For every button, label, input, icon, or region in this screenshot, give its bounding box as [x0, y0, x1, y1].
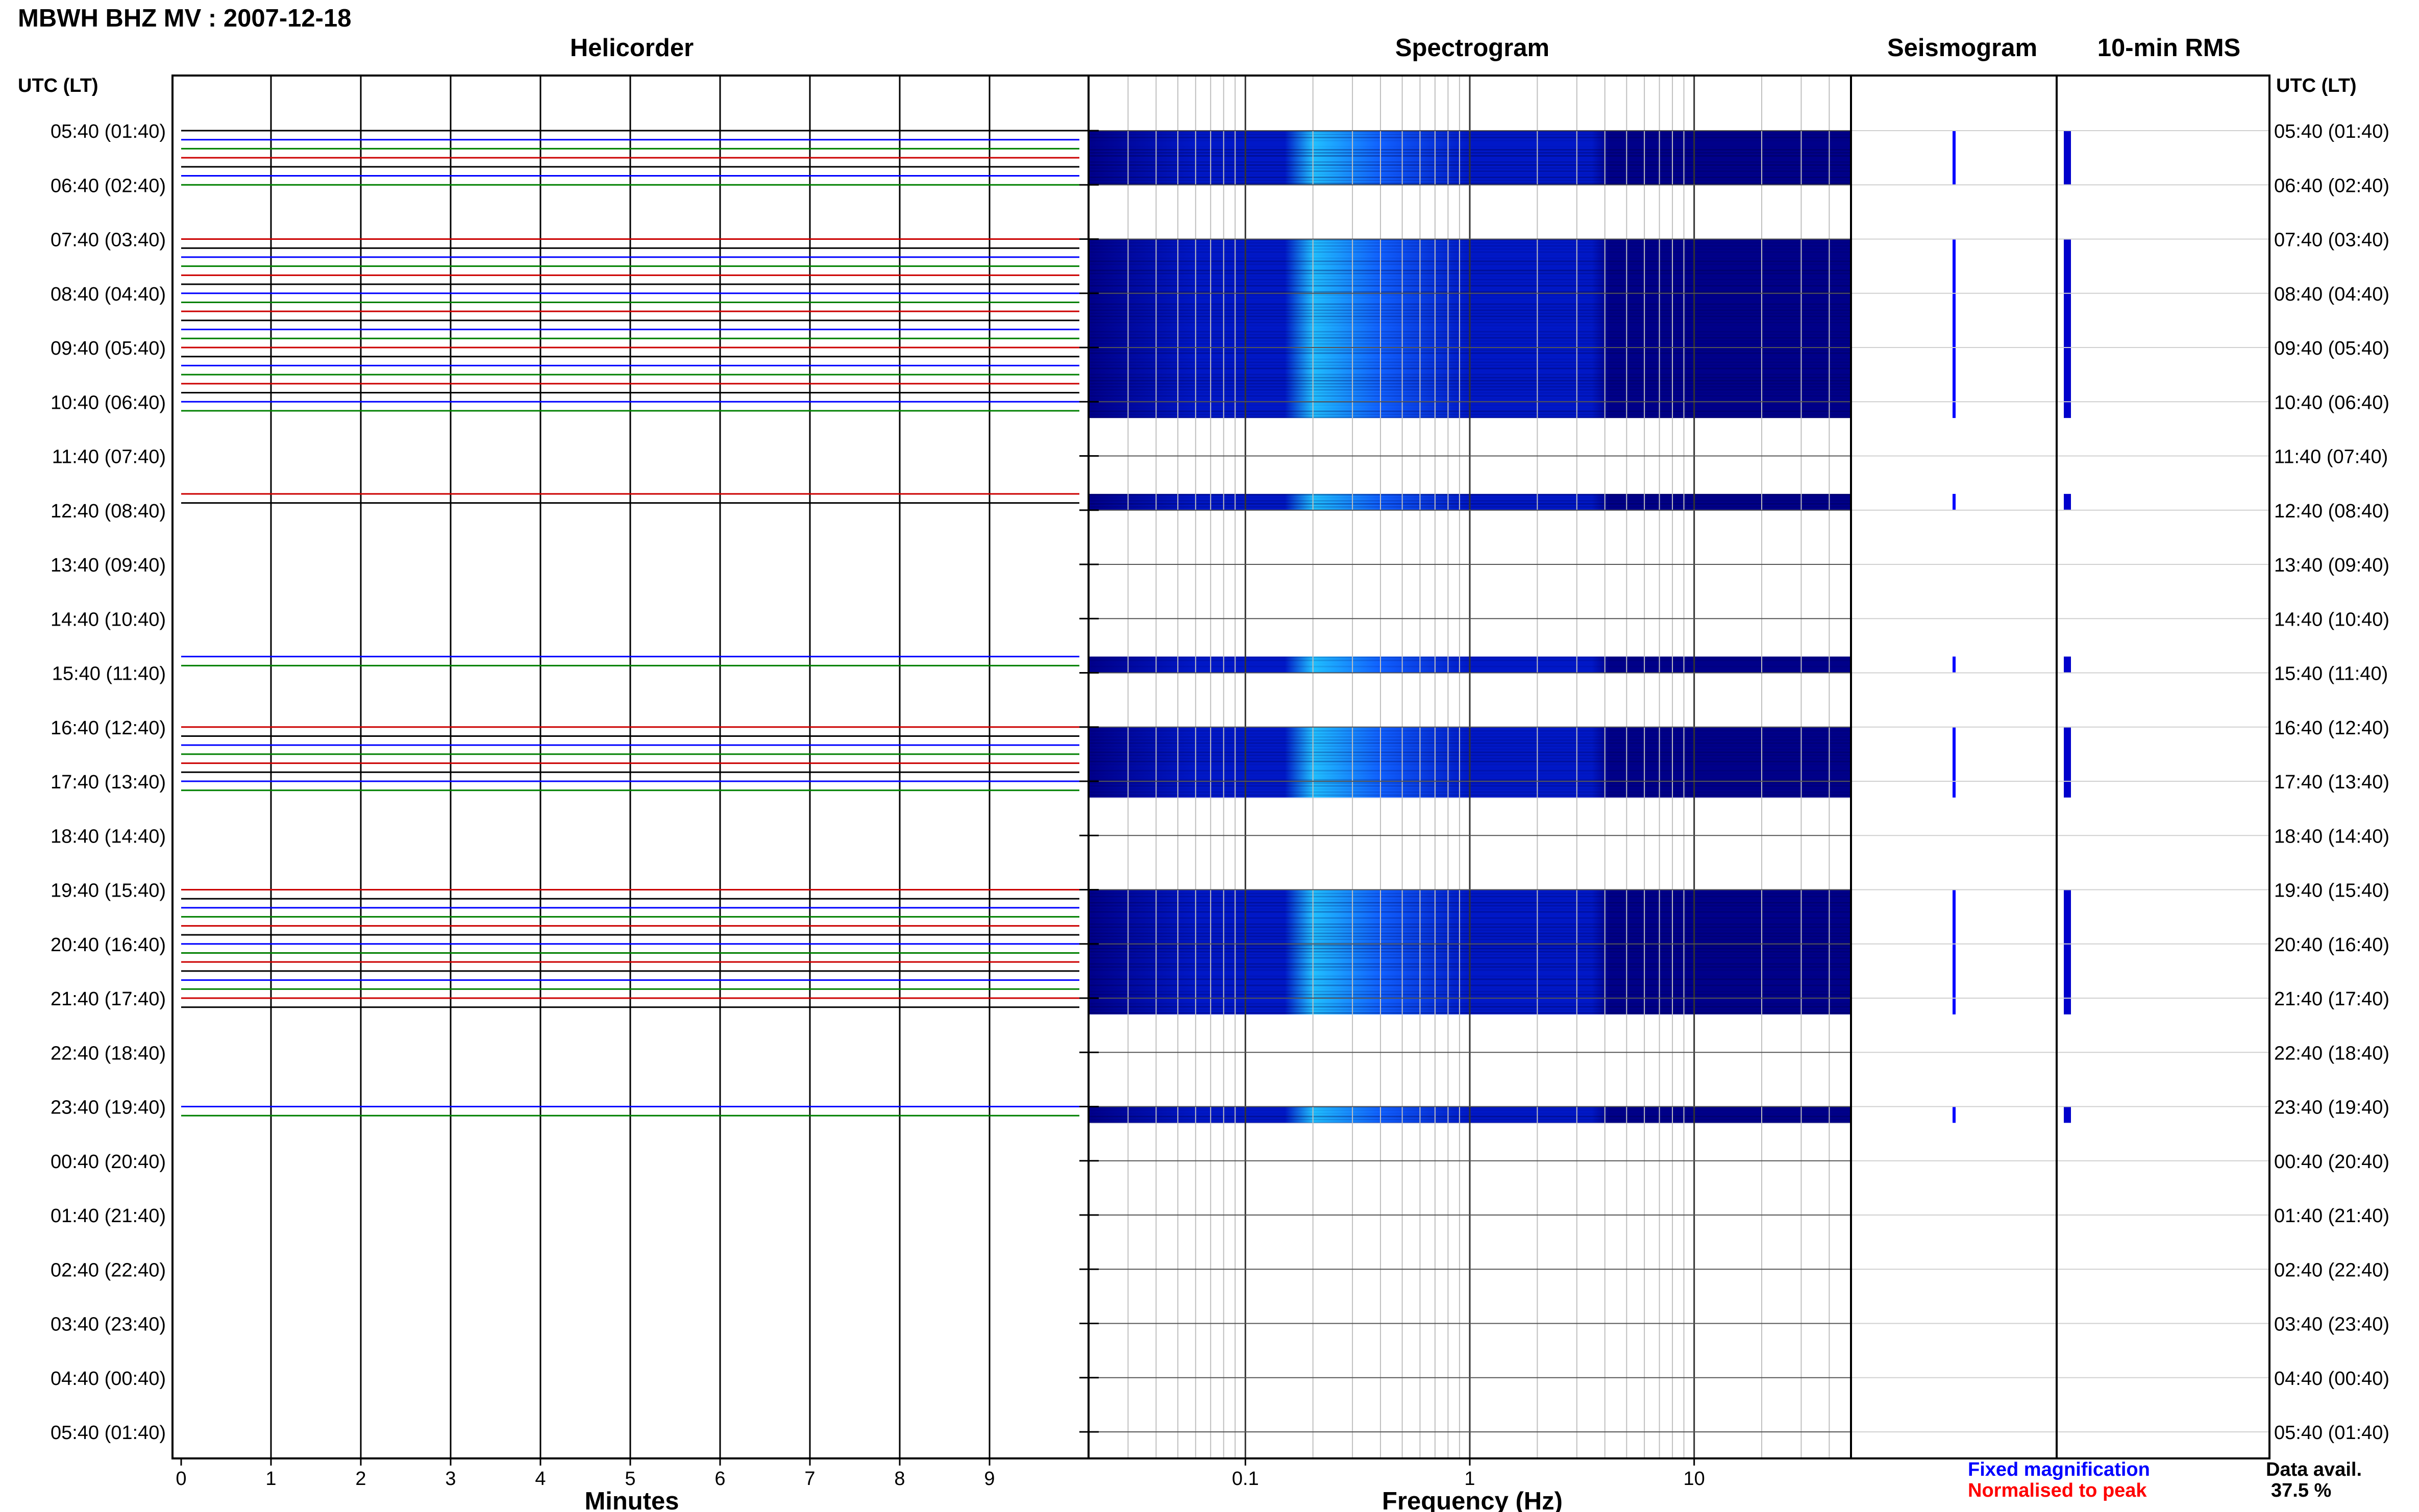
time-label-left: 10:40 (06:40) [51, 392, 166, 413]
time-label-left: 02:40 (22:40) [51, 1259, 166, 1281]
spectrogram-x-tick-label: 0.1 [1232, 1468, 1259, 1490]
data-availability-label: Data avail. [2266, 1459, 2362, 1480]
rms-bar-3 [2064, 656, 2071, 673]
legend-normalised-to-peak: Normalised to peak [1968, 1480, 2147, 1501]
helicorder-x-tick-label: 3 [445, 1468, 456, 1490]
time-label-left: 12:40 (08:40) [51, 501, 166, 522]
time-label-right: 01:40 (21:40) [2274, 1205, 2389, 1227]
rms-frame [2056, 75, 2270, 1459]
helicorder-x-tick-label: 5 [625, 1468, 635, 1490]
seismogram-layer [1953, 131, 1956, 1123]
time-label-left: 20:40 (16:40) [51, 934, 166, 956]
time-label-left: 18:40 (14:40) [51, 826, 166, 847]
rms-bar-6 [2064, 1106, 2071, 1123]
legend-fixed-magnification: Fixed magnification [1968, 1459, 2150, 1480]
helicorder-x-tick-label: 9 [984, 1468, 995, 1490]
helicorder-x-tick-label: 2 [355, 1468, 366, 1490]
time-label-right: 06:40 (02:40) [2274, 175, 2389, 196]
rms-bar-2 [2064, 493, 2071, 510]
helicorder-x-tick-label: 1 [265, 1468, 276, 1490]
time-label-right: 08:40 (04:40) [2274, 284, 2389, 305]
time-label-right: 12:40 (08:40) [2274, 501, 2389, 522]
seismogram-trace-5 [1953, 889, 1956, 1014]
utc-header-right: UTC (LT) [2276, 75, 2357, 96]
time-label-right: 14:40 (10:40) [2274, 609, 2389, 630]
time-label-right: 21:40 (17:40) [2274, 988, 2389, 1010]
time-label-left: 17:40 (13:40) [51, 772, 166, 793]
time-label-right: 16:40 (12:40) [2274, 717, 2389, 739]
seismogram-trace-6 [1953, 1106, 1956, 1123]
time-label-left: 04:40 (00:40) [51, 1368, 166, 1390]
time-label-left: 16:40 (12:40) [51, 717, 166, 739]
helicorder-x-tick-label: 0 [176, 1468, 186, 1490]
time-label-right: 22:40 (18:40) [2274, 1043, 2389, 1064]
spectrogram-x-tick-label: 1 [1464, 1468, 1475, 1490]
time-label-left: 07:40 (03:40) [51, 230, 166, 251]
time-label-right: 19:40 (15:40) [2274, 880, 2389, 902]
axes-layer: 0 1 2 3 4 5 6 7 8 9 0.1 1 10 [171, 75, 2270, 1490]
spectrogram-layer [1088, 76, 1852, 1458]
time-label-left: 05:40 (01:40) [51, 121, 166, 142]
time-label-left: 15:40 (11:40) [52, 663, 166, 685]
spectrogram-xlabel: Frequency (Hz) [1382, 1488, 1563, 1512]
time-label-right: 00:40 (20:40) [2274, 1151, 2389, 1173]
time-label-left: 22:40 (18:40) [51, 1043, 166, 1064]
time-label-left: 01:40 (21:40) [51, 1205, 166, 1227]
rms-title: 10-min RMS [2097, 34, 2240, 62]
time-label-left: 19:40 (15:40) [51, 880, 166, 902]
helicorder-xlabel: Minutes [584, 1488, 679, 1512]
spectrogram-x-tick-label: 10 [1684, 1468, 1705, 1490]
time-label-left: 13:40 (09:40) [51, 555, 166, 576]
time-labels: 05:40 (01:40) 05:40 (01:40) 06:40 (02:40) 0… [51, 121, 2389, 1444]
time-label-right: 07:40 (03:40) [2274, 230, 2389, 251]
helicorder-title: Helicorder [570, 34, 694, 62]
rms-bar-0 [2064, 131, 2071, 185]
time-label-right: 20:40 (16:40) [2274, 934, 2389, 956]
helicorder-x-tick-label: 7 [804, 1468, 815, 1490]
time-label-right: 11:40 (07:40) [2274, 447, 2388, 468]
seismogram-trace-1 [1953, 239, 1956, 418]
time-label-right: 18:40 (14:40) [2274, 826, 2389, 847]
page-title: MBWH BHZ MV : 2007-12-18 [18, 5, 351, 32]
data-availability-value: 37.5 % [2271, 1480, 2331, 1501]
time-label-right: 17:40 (13:40) [2274, 772, 2389, 793]
seismogram-trace-3 [1953, 656, 1956, 673]
time-label-right: 02:40 (22:40) [2274, 1259, 2389, 1281]
time-label-right: 04:40 (00:40) [2274, 1368, 2389, 1390]
time-label-left: 05:40 (01:40) [51, 1422, 166, 1444]
time-label-right: 09:40 (05:40) [2274, 338, 2389, 359]
time-label-right: 23:40 (19:40) [2274, 1097, 2389, 1119]
time-label-left: 21:40 (17:40) [51, 988, 166, 1010]
time-label-left: 00:40 (20:40) [51, 1151, 166, 1173]
helicorder-x-tick-label: 6 [714, 1468, 725, 1490]
rms-layer [2064, 131, 2071, 1123]
time-label-left: 23:40 (19:40) [51, 1097, 166, 1119]
seismogram-title: Seismogram [1887, 34, 2037, 62]
time-label-left: 03:40 (23:40) [51, 1314, 166, 1335]
time-label-right: 05:40 (01:40) [2274, 1422, 2389, 1444]
helicorder-x-tick-label: 4 [535, 1468, 546, 1490]
time-label-right: 05:40 (01:40) [2274, 121, 2389, 142]
seismogram-trace-4 [1953, 727, 1956, 798]
seismogram-trace-2 [1953, 493, 1956, 510]
spectrogram-title: Spectrogram [1395, 34, 1549, 62]
utc-header-left: UTC (LT) [18, 75, 98, 96]
time-label-left: 14:40 (10:40) [51, 609, 166, 630]
helicorder-x-tick-label: 8 [894, 1468, 905, 1490]
time-label-left: 08:40 (04:40) [51, 284, 166, 305]
time-label-left: 11:40 (07:40) [52, 447, 166, 468]
seismogram-trace-0 [1953, 131, 1956, 185]
time-label-right: 13:40 (09:40) [2274, 555, 2389, 576]
rms-bar-5 [2064, 889, 2071, 1014]
time-label-left: 09:40 (05:40) [51, 338, 166, 359]
helicorder-layer [181, 76, 1079, 1458]
time-label-right: 10:40 (06:40) [2274, 392, 2389, 413]
rms-bar-1 [2064, 239, 2071, 418]
time-label-left: 06:40 (02:40) [51, 175, 166, 196]
time-label-right: 15:40 (11:40) [2274, 663, 2388, 685]
time-label-right: 03:40 (23:40) [2274, 1314, 2389, 1335]
rms-bar-4 [2064, 727, 2071, 798]
